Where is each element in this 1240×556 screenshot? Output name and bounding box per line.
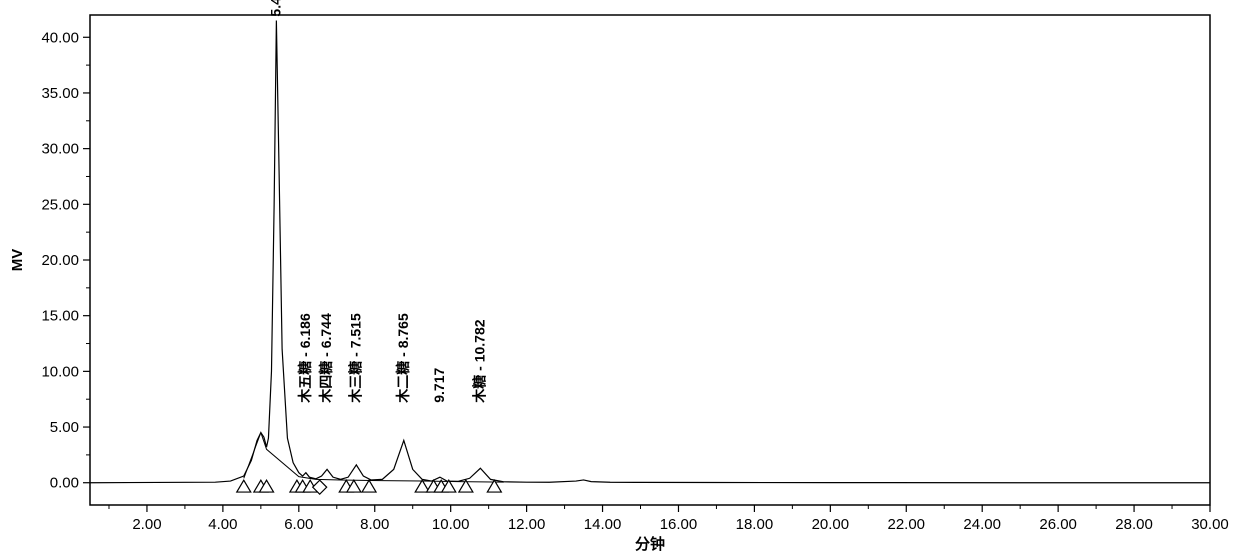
triangle-marker (237, 480, 251, 492)
x-tick-label: 12.00 (508, 516, 546, 533)
x-axis-label: 分钟 (635, 535, 665, 553)
x-tick-label: 6.00 (284, 516, 313, 533)
y-tick-label: 10.00 (41, 363, 79, 380)
peak-label: 木三糖 - 7.515 (347, 313, 363, 404)
plot-border (90, 15, 1210, 505)
x-tick-label: 2.00 (132, 516, 161, 533)
y-tick-label: 5.00 (50, 419, 79, 436)
y-axis-label: MV (9, 249, 26, 272)
x-tick-label: 18.00 (736, 516, 774, 533)
x-tick-label: 22.00 (887, 516, 925, 533)
y-tick-label: 40.00 (41, 29, 79, 46)
x-tick-label: 28.00 (1115, 516, 1153, 533)
x-tick-label: 4.00 (208, 516, 237, 533)
peak-label: 木二糖 - 8.765 (395, 313, 411, 404)
x-tick-label: 14.00 (584, 516, 622, 533)
peak-label: 9.717 (431, 367, 447, 402)
x-tick-label: 24.00 (963, 516, 1001, 533)
x-tick-label: 16.00 (660, 516, 698, 533)
y-tick-label: 25.00 (41, 196, 79, 213)
peak-label: 5.409 (267, 0, 283, 17)
x-tick-label: 20.00 (812, 516, 850, 533)
peak-label: 木糖 - 10.782 (471, 319, 487, 403)
peak-label: 木四糖 - 6.744 (318, 313, 334, 404)
y-tick-label: 0.00 (50, 475, 79, 492)
baseline-trace (244, 433, 504, 483)
x-tick-label: 30.00 (1191, 516, 1229, 533)
y-tick-label: 35.00 (41, 85, 79, 102)
triangle-marker (362, 480, 376, 492)
chromatogram-chart: 2.00 4.00 6.00 8.00 10.00 12.00 14.00 16.00 18.0… (0, 0, 1240, 556)
chromatogram-trace (90, 21, 1210, 483)
x-tick-label: 26.00 (1039, 516, 1077, 533)
x-tick-label: 10.00 (432, 516, 470, 533)
peak-label: 木五糖 - 6.186 (297, 313, 313, 404)
chart-svg: 2.00 4.00 6.00 8.00 10.00 12.00 14.00 16.00 18.0… (0, 0, 1240, 556)
y-tick-label: 20.00 (41, 252, 79, 269)
x-tick-label: 8.00 (360, 516, 389, 533)
y-tick-label: 30.00 (41, 141, 79, 158)
y-tick-label: 15.00 (41, 308, 79, 325)
